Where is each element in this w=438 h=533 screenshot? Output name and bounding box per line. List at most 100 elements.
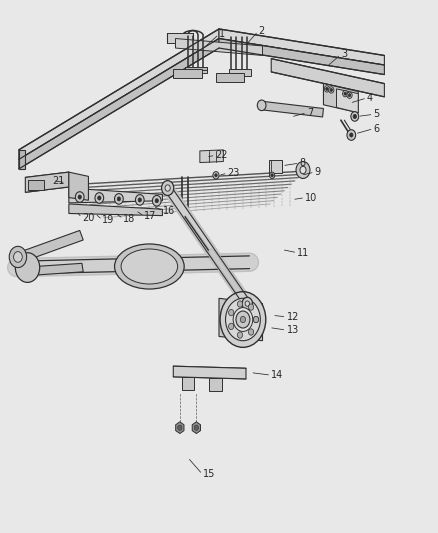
- Polygon shape: [271, 59, 385, 97]
- Text: 7: 7: [307, 108, 313, 118]
- Polygon shape: [173, 366, 246, 379]
- Polygon shape: [336, 89, 358, 113]
- Bar: [185, 67, 207, 74]
- Polygon shape: [219, 29, 385, 65]
- Circle shape: [15, 253, 40, 282]
- Circle shape: [138, 198, 141, 202]
- Polygon shape: [69, 172, 88, 200]
- Circle shape: [75, 192, 84, 203]
- Circle shape: [152, 196, 161, 206]
- Circle shape: [95, 192, 104, 203]
- Circle shape: [178, 425, 182, 430]
- Circle shape: [165, 185, 170, 191]
- Text: 9: 9: [315, 167, 321, 177]
- Circle shape: [229, 310, 234, 316]
- Circle shape: [351, 112, 359, 121]
- Text: 22: 22: [215, 150, 228, 160]
- Circle shape: [245, 301, 250, 306]
- Text: 18: 18: [123, 214, 135, 224]
- Circle shape: [78, 195, 81, 199]
- Text: 15: 15: [202, 470, 215, 479]
- Circle shape: [194, 425, 198, 430]
- Text: 1: 1: [219, 29, 225, 39]
- Text: 3: 3: [341, 50, 347, 59]
- Polygon shape: [19, 29, 219, 159]
- Circle shape: [253, 317, 258, 322]
- Circle shape: [269, 172, 275, 179]
- Text: 4: 4: [367, 93, 373, 103]
- Circle shape: [347, 92, 352, 99]
- Bar: [216, 74, 244, 82]
- Text: 20: 20: [82, 213, 94, 223]
- Circle shape: [240, 317, 246, 322]
- Circle shape: [350, 133, 353, 137]
- Polygon shape: [219, 38, 385, 75]
- Polygon shape: [200, 150, 223, 163]
- Circle shape: [135, 195, 144, 205]
- Ellipse shape: [220, 292, 266, 348]
- Text: 10: 10: [305, 192, 318, 203]
- Text: 13: 13: [286, 325, 299, 335]
- Circle shape: [324, 86, 329, 92]
- Polygon shape: [259, 101, 323, 117]
- Bar: [185, 67, 207, 70]
- Circle shape: [98, 196, 101, 200]
- Polygon shape: [20, 263, 83, 276]
- Ellipse shape: [115, 244, 184, 289]
- Polygon shape: [192, 422, 201, 433]
- Circle shape: [242, 297, 253, 310]
- Circle shape: [248, 304, 254, 310]
- Text: 14: 14: [271, 370, 283, 380]
- Circle shape: [237, 301, 243, 307]
- Bar: [28, 180, 44, 190]
- Text: 21: 21: [53, 175, 65, 185]
- Circle shape: [229, 323, 234, 329]
- Circle shape: [347, 130, 356, 140]
- Polygon shape: [25, 172, 69, 192]
- Circle shape: [115, 193, 123, 204]
- Circle shape: [325, 87, 328, 91]
- Circle shape: [344, 92, 346, 95]
- Text: 12: 12: [286, 312, 299, 322]
- Circle shape: [257, 100, 266, 111]
- Circle shape: [237, 332, 243, 338]
- Text: 19: 19: [102, 215, 115, 225]
- Circle shape: [213, 172, 219, 179]
- Circle shape: [271, 174, 273, 177]
- Circle shape: [300, 166, 306, 174]
- Bar: [173, 69, 201, 78]
- Polygon shape: [69, 188, 162, 203]
- Polygon shape: [176, 38, 262, 55]
- Text: 2: 2: [258, 26, 265, 36]
- Circle shape: [328, 87, 334, 93]
- Circle shape: [296, 161, 310, 179]
- Text: 23: 23: [228, 168, 240, 178]
- Circle shape: [162, 181, 174, 196]
- Circle shape: [117, 197, 120, 201]
- Circle shape: [343, 91, 348, 97]
- Text: 16: 16: [163, 206, 176, 216]
- Text: 5: 5: [374, 109, 380, 119]
- Polygon shape: [268, 160, 282, 173]
- Circle shape: [348, 94, 351, 97]
- Circle shape: [248, 329, 254, 335]
- Circle shape: [155, 199, 159, 203]
- Ellipse shape: [226, 298, 260, 341]
- Circle shape: [330, 88, 332, 92]
- Circle shape: [215, 174, 217, 177]
- Polygon shape: [323, 84, 358, 113]
- Polygon shape: [209, 378, 223, 391]
- Polygon shape: [18, 230, 83, 262]
- Text: 11: 11: [297, 248, 310, 258]
- Ellipse shape: [121, 249, 178, 284]
- Polygon shape: [176, 422, 184, 433]
- Text: 17: 17: [144, 211, 156, 221]
- Circle shape: [14, 252, 22, 262]
- Bar: [229, 69, 251, 76]
- Polygon shape: [219, 298, 262, 341]
- Polygon shape: [19, 38, 219, 169]
- Polygon shape: [19, 150, 25, 169]
- Polygon shape: [182, 377, 194, 390]
- Circle shape: [236, 311, 250, 328]
- Circle shape: [253, 317, 258, 323]
